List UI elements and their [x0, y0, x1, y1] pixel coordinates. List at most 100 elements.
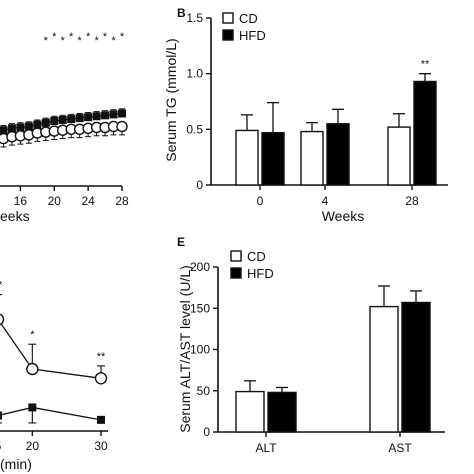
panel-b-legend-label-cd: CD: [239, 11, 258, 26]
panel-e-y-tick-label: 0: [203, 425, 210, 439]
panel-a-square-point: [33, 120, 42, 129]
panel-b-bar-hfd: [261, 131, 285, 186]
panel-b-bar-cd: [300, 130, 324, 186]
panel-e-error-bars: [244, 285, 422, 393]
panel-b-legend-label-hfd: HFD: [239, 28, 266, 43]
panel-b-x-tick-label: 0: [257, 194, 264, 208]
panel-a-square-point: [24, 122, 33, 131]
panel-c-x-ticks: 5 20 30: [0, 431, 108, 453]
panel-b-legend-swatch-cd: [222, 12, 234, 24]
panel-a-square-point: [41, 118, 50, 127]
panel-a-significance-mark: *: [78, 35, 83, 47]
panel-a-significance-mark: *: [86, 31, 91, 43]
panel-a-series-line: [0, 112, 123, 132]
panel-b-x-tick-label: 28: [405, 194, 419, 208]
panel-a-markers: [0, 109, 128, 145]
panel-e-legend-label-cd: CD: [247, 249, 266, 264]
panel-b-label: B: [177, 6, 186, 20]
panel-a-x-tick-label: 28: [115, 194, 129, 208]
panel-a-x-axis-label: eeks: [0, 208, 30, 224]
panel-c-circle-point: [94, 372, 108, 385]
panel-a-square-point: [101, 111, 110, 120]
panel-c-square-point: [0, 411, 2, 420]
panel-a-square-point: [84, 113, 93, 122]
panel-e-label: E: [177, 235, 185, 249]
panel-b-bar-cd: [387, 126, 411, 186]
panel-b-x-ticks: 0 4 28: [257, 185, 419, 208]
panel-c-significance-mark: *: [30, 329, 35, 341]
panel-a-x-tick-label: 16: [14, 194, 28, 208]
panel-b-bar-hfd: [326, 123, 350, 186]
panel-c-x-tick-label: 30: [94, 439, 108, 453]
panel-e-bar-hfd: [267, 391, 297, 433]
panel-a-square-point: [67, 115, 76, 124]
panel-e-x-tick-label: AST: [388, 441, 412, 455]
panel-c-x-axis-label: (min): [0, 456, 32, 472]
panel-c-error-bars: [0, 294, 105, 424]
panel-a-significance-mark: *: [61, 35, 66, 47]
panel-b-legend-swatch-hfd: [222, 29, 234, 41]
panel-a-square-point: [118, 109, 126, 118]
panel-a-square-point: [58, 115, 67, 124]
panel-e-y-ticks: 0 50 100 150 200: [190, 260, 218, 439]
panel-a-square-point: [92, 112, 101, 121]
panel-a-square-point: [0, 126, 8, 135]
panel-e-y-tick-label: 50: [197, 384, 211, 398]
panel-b-error-bars: [241, 73, 431, 133]
panel-e-legend-label-hfd: HFD: [247, 266, 274, 281]
panel-b-bar-hfd: [413, 80, 437, 186]
panel-c-series-line: [0, 406, 102, 421]
panel-b-y-tick-label: 1.0: [186, 67, 203, 81]
panel-a-significance-mark: *: [69, 31, 74, 43]
panel-a-square-point: [50, 116, 59, 125]
panel-a-significance-mark: *: [103, 31, 108, 43]
panel-e-bar-cd: [369, 305, 399, 433]
panel-c-square-point: [97, 415, 105, 424]
panel-c-x-tick-label: 5: [0, 439, 2, 453]
panel-e-legend: CD HFD: [230, 249, 274, 281]
panel-b-serum-tg: B Serum TG (mmol/L) 0 0.5 1.0 1.5 0 4 28 ** W…: [163, 6, 448, 224]
panel-e-bar-cd: [235, 390, 265, 433]
panel-b-significance-marks: **: [421, 59, 430, 71]
panel-c-x-tick-label: 20: [26, 439, 40, 453]
panel-e-x-ticks: ALT AST: [255, 432, 412, 455]
panel-c-significance-marks: *****: [0, 280, 106, 363]
panel-a-significance-mark: *: [120, 31, 125, 43]
panel-e-y-tick-label: 100: [190, 343, 210, 357]
panel-b-x-tick-label: 4: [322, 194, 329, 208]
panel-b-y-tick-label: 0.5: [186, 122, 203, 136]
panel-e-bar-hfd: [401, 301, 431, 433]
panel-b-significance-mark: **: [421, 59, 430, 71]
panel-e-alt-ast: E Serum ALT/AST level (U/L) 0 50 100 150 200…: [177, 235, 445, 455]
panel-c-series-line: [0, 321, 102, 379]
panel-c-markers: [0, 313, 108, 424]
panel-a-weight-curve: 016202428 ********** eeks: [0, 31, 129, 224]
panel-b-y-axis-label: Serum TG (mmol/L): [163, 38, 179, 161]
panel-a-significance-mark: *: [44, 35, 49, 47]
panel-c-significance-mark: **: [97, 351, 106, 363]
panel-b-y-tick-label: 1.5: [186, 11, 203, 25]
panel-b-x-axis-label: Weeks: [322, 208, 365, 224]
panel-b-y-tick-label: 0: [196, 178, 203, 192]
panel-a-significance-marks: * * * * * * * * * *: [44, 31, 125, 47]
panel-b-legend: CD HFD: [222, 11, 266, 43]
panel-c-significance-mark: **: [0, 280, 3, 292]
panel-e-y-tick-label: 200: [190, 260, 210, 274]
panel-e-y-tick-label: 150: [190, 301, 210, 315]
panel-e-x-tick-label: ALT: [255, 441, 277, 455]
panel-a-x-ticks: 016202428: [14, 186, 129, 208]
panel-c-series-lines: [0, 321, 102, 421]
panel-a-square-point: [16, 123, 25, 132]
panel-c-circle-point: [26, 362, 39, 376]
panel-a-significance-mark: *: [94, 35, 99, 47]
panel-e-y-axis-label: Serum ALT/AST level (U/L): [177, 265, 193, 433]
panel-e-bars: [235, 301, 431, 433]
panel-c-square-point: [28, 403, 37, 412]
panel-a-square-point: [75, 114, 84, 123]
panel-a-square-point: [7, 124, 16, 133]
panel-a-square-point: [109, 110, 118, 119]
panel-e-legend-swatch-hfd: [230, 267, 242, 279]
panel-a-x-tick-label: 24: [81, 194, 95, 208]
panel-a-circle-point: [116, 120, 128, 133]
